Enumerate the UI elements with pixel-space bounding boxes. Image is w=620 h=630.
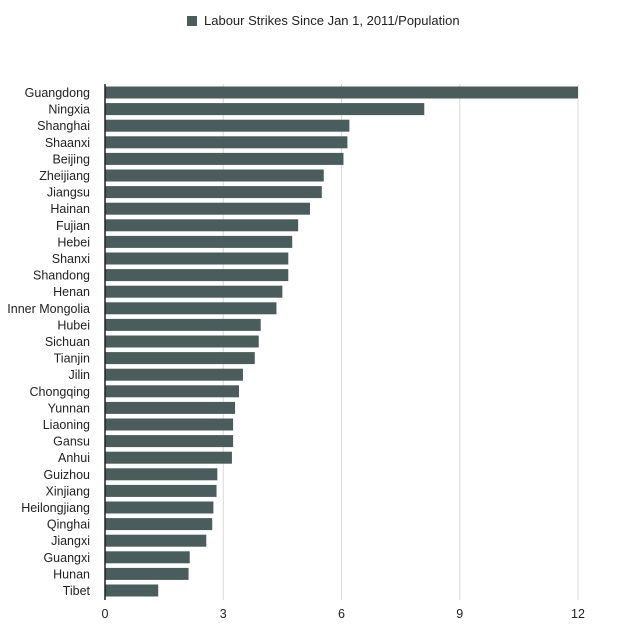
category-label-tianjin: Tianjin [54, 352, 90, 366]
x-axis-tick-labels: 0 3 6 9 12 [102, 607, 585, 621]
category-label-shanxi: Shanxi [52, 252, 90, 266]
category-label-chongqing: Chongqing [30, 385, 91, 399]
x-tick-label-3: 3 [220, 607, 227, 621]
category-label-ningxia: Ningxia [48, 103, 90, 117]
category-label-tibet: Tibet [63, 584, 91, 598]
x-tick-label-12: 12 [571, 607, 585, 621]
category-label-beijing: Beijing [52, 152, 90, 166]
category-label-jiangxi: Jiangxi [51, 534, 90, 548]
bar-tianjin [105, 352, 255, 365]
bar-zheijiang [105, 169, 324, 182]
bar-henan [105, 285, 283, 298]
bar-shaanxi [105, 136, 348, 149]
category-label-inner-mongolia: Inner Mongolia [7, 302, 90, 316]
category-label-shaanxi: Shaanxi [45, 136, 90, 150]
bar-hubei [105, 318, 261, 331]
bar-liaoning [105, 418, 234, 431]
category-label-anhui: Anhui [58, 451, 90, 465]
category-label-hubei: Hubei [57, 318, 90, 332]
bar-beijing [105, 152, 344, 165]
bars [105, 86, 578, 597]
bar-shanxi [105, 252, 289, 265]
category-label-hebei: Hebei [57, 235, 90, 249]
bar-gansu [105, 435, 234, 448]
legend-label: Labour Strikes Since Jan 1, 2011/Populat… [204, 13, 460, 28]
category-label-sichuan: Sichuan [45, 335, 90, 349]
category-label-fujian: Fujian [56, 219, 90, 233]
bar-guangdong [105, 86, 578, 99]
category-label-gansu: Gansu [53, 435, 90, 449]
category-label-guizhou: Guizhou [43, 468, 90, 482]
bar-heilongjiang [105, 501, 214, 514]
bar-hainan [105, 202, 310, 215]
bar-fujian [105, 219, 299, 232]
category-label-guangxi: Guangxi [43, 551, 90, 565]
category-label-jiangsu: Jiangsu [47, 186, 90, 200]
bar-inner-mongolia [105, 302, 277, 315]
category-label-shanghai: Shanghai [37, 119, 90, 133]
category-label-henan: Henan [53, 285, 90, 299]
bar-sichuan [105, 335, 259, 348]
bar-yunnan [105, 401, 236, 414]
category-label-zheijiang: Zheijiang [39, 169, 90, 183]
bar-jiangxi [105, 534, 207, 547]
category-label-heilongjiang: Heilongjiang [21, 501, 90, 515]
bar-hebei [105, 235, 293, 248]
bar-xinjiang [105, 484, 217, 497]
bar-guangxi [105, 551, 190, 564]
category-label-xinjiang: Xinjiang [46, 484, 91, 498]
bar-ningxia [105, 103, 425, 116]
bar-anhui [105, 451, 232, 464]
category-label-hunan: Hunan [53, 567, 90, 581]
bar-chongqing [105, 385, 240, 398]
bar-hunan [105, 567, 189, 580]
legend: Labour Strikes Since Jan 1, 2011/Populat… [187, 13, 460, 28]
category-label-qinghai: Qinghai [47, 518, 90, 532]
x-tick-label-9: 9 [456, 607, 463, 621]
bar-shanghai [105, 119, 350, 132]
legend-swatch [187, 16, 197, 26]
category-label-yunnan: Yunnan [48, 401, 90, 415]
x-tick-label-0: 0 [102, 607, 109, 621]
bar-jiangsu [105, 186, 322, 199]
category-label-guangdong: Guangdong [25, 86, 90, 100]
bar-tibet [105, 584, 159, 597]
bar-qinghai [105, 518, 213, 531]
category-labels: Guangdong Ningxia Shanghai Shaanxi Beijing Zh… [7, 86, 90, 598]
category-label-liaoning: Liaoning [43, 418, 90, 432]
x-tick-label-6: 6 [338, 607, 345, 621]
bar-shandong [105, 269, 289, 282]
bar-guizhou [105, 468, 218, 481]
category-label-hainan: Hainan [50, 202, 90, 216]
bar-jilin [105, 368, 243, 381]
category-label-jilin: Jilin [68, 368, 90, 382]
category-label-shandong: Shandong [33, 269, 90, 283]
